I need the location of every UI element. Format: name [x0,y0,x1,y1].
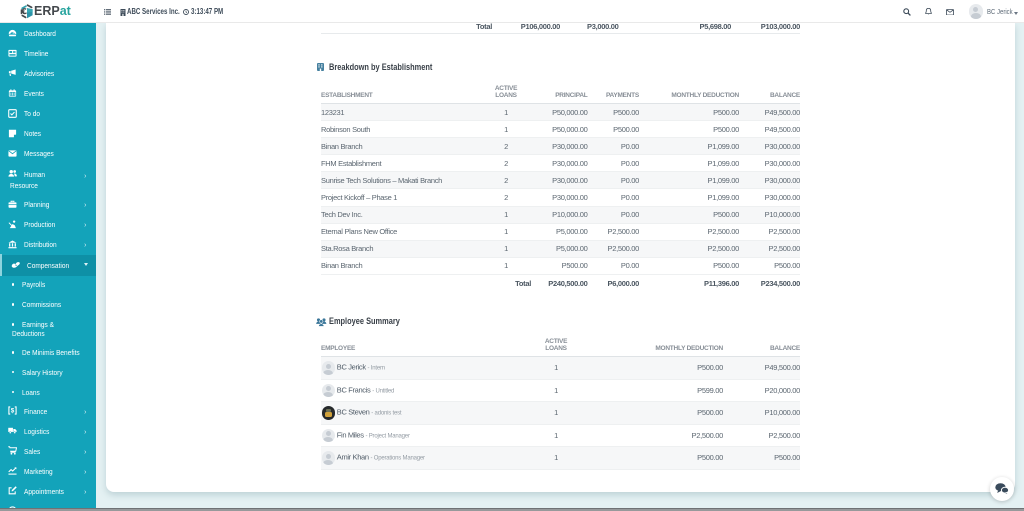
svg-text:$: $ [11,507,15,508]
svg-text:$: $ [11,408,15,415]
